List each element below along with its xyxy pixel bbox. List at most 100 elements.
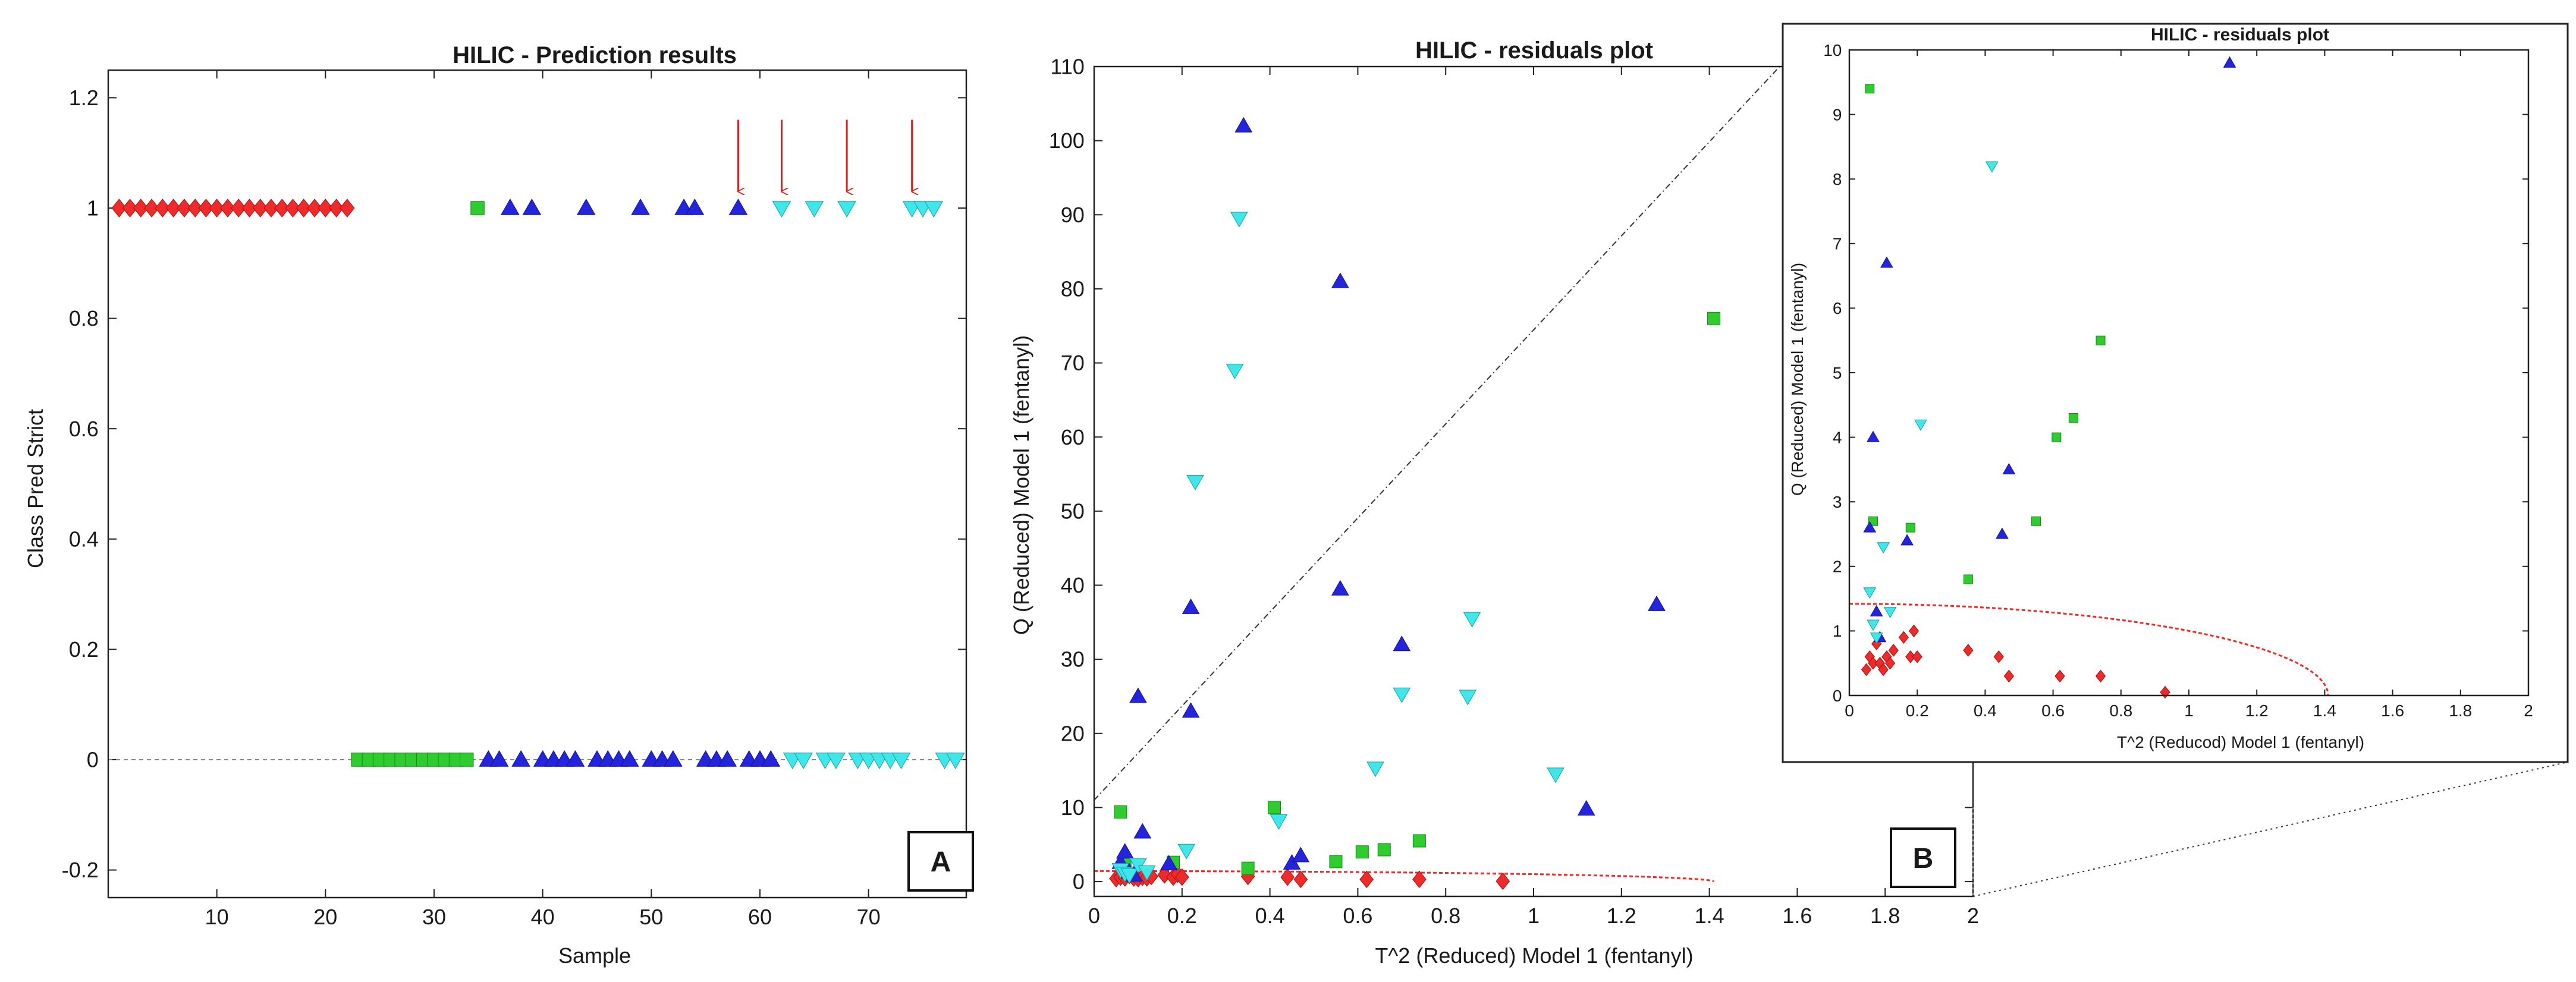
- data-point: [1993, 650, 2004, 663]
- data-point: [1267, 801, 1281, 814]
- x-tick-label: 60: [748, 905, 772, 929]
- panel-b-inset: HILIC - residuals plot 0 0.2 0.4 0.6 0.8 1 1.2…: [1782, 23, 2569, 763]
- panel-b-xlabel: T^2 (Reduced) Model 1 (fentanyl): [1375, 943, 1693, 968]
- data-point: [1883, 606, 1897, 618]
- y-tick-label: 0: [1833, 687, 1842, 705]
- data-point: [1292, 846, 1310, 863]
- x-tick-label: 0.8: [1431, 904, 1460, 928]
- x-tick-label: 2: [2524, 701, 2533, 720]
- data-point: [1393, 635, 1411, 651]
- data-point: [340, 199, 355, 218]
- data-point: [1888, 644, 1899, 657]
- x-tick-label: 1.4: [1695, 904, 1724, 928]
- data-point: [924, 201, 944, 218]
- panel-b-title: HILIC - residuals plot: [1415, 37, 1653, 64]
- data-point: [2052, 432, 2062, 442]
- data-point: [1174, 868, 1189, 886]
- x-tick-label: 40: [531, 905, 555, 929]
- y-tick-label: 8: [1833, 170, 1842, 188]
- data-point: [500, 198, 520, 215]
- x-tick-label: 1.8: [2449, 701, 2472, 720]
- x-tick-label: 1.6: [2381, 701, 2404, 720]
- y-tick-label: 0: [1073, 870, 1085, 894]
- x-tick-label: 0: [1845, 701, 1854, 720]
- data-point: [307, 199, 322, 218]
- data-point: [1116, 843, 1134, 859]
- y-tick-label: 0: [87, 748, 99, 772]
- data-point: [1177, 843, 1196, 860]
- y-tick-label: 5: [1833, 364, 1842, 382]
- data-point: [1905, 650, 1916, 663]
- panel-a-ylabel: Class Pred Strict: [23, 409, 48, 568]
- y-tick-label: 9: [1833, 105, 1842, 124]
- data-point: [2068, 413, 2078, 423]
- data-point: [2095, 669, 2106, 683]
- x-tick-label: 1.2: [2245, 701, 2269, 720]
- data-point: [1900, 534, 1914, 546]
- data-point: [794, 753, 813, 770]
- data-point: [1707, 311, 1720, 325]
- data-point: [1129, 687, 1147, 703]
- data-point: [1355, 845, 1369, 859]
- data-point: [1878, 663, 1889, 676]
- x-tick-label: 0.2: [1167, 904, 1197, 928]
- data-point: [1241, 861, 1255, 875]
- data-point: [891, 753, 911, 770]
- panel-a-xlabel: Sample: [558, 943, 631, 968]
- diagonal-reference-line: [1094, 66, 1780, 801]
- data-point: [620, 750, 639, 767]
- data-point: [837, 201, 856, 218]
- data-point: [1908, 624, 1920, 638]
- series-class-1: [111, 199, 355, 218]
- data-point: [1412, 870, 1427, 889]
- series-class-3: [479, 198, 781, 767]
- y-tick-label: 110: [1050, 55, 1084, 79]
- y-tick-label: 6: [1833, 299, 1842, 317]
- data-point: [198, 199, 214, 218]
- y-tick-label: 4: [1833, 428, 1842, 446]
- y-tick-label: 10: [1061, 795, 1085, 820]
- data-point: [1863, 521, 1877, 533]
- data-point: [318, 199, 333, 218]
- data-point: [1914, 419, 1927, 431]
- data-point: [1863, 587, 1877, 599]
- data-point: [1359, 870, 1374, 889]
- data-point: [220, 199, 235, 218]
- data-point: [231, 199, 246, 218]
- data-point: [576, 198, 596, 215]
- data-point: [241, 199, 257, 218]
- data-point: [177, 199, 192, 218]
- y-tick-label: 0.8: [69, 306, 99, 331]
- data-point: [1331, 272, 1349, 288]
- data-point: [1186, 475, 1204, 491]
- y-tick-label: 0.2: [69, 637, 99, 662]
- x-tick-label: 0.6: [2041, 701, 2065, 720]
- data-point: [253, 199, 268, 218]
- data-point: [285, 199, 301, 218]
- data-point: [1870, 632, 1883, 644]
- y-tick-label: 100: [1049, 128, 1085, 153]
- data-point: [111, 199, 127, 218]
- data-point: [1963, 574, 1973, 584]
- data-point: [1547, 767, 1565, 783]
- panel-a-label-box: [907, 831, 974, 892]
- plot-frame: [1848, 49, 2530, 697]
- y-tick-label: 3: [1833, 493, 1842, 511]
- data-point: [945, 753, 965, 770]
- x-tick-label: 1.4: [2313, 701, 2336, 720]
- data-point: [1459, 690, 1477, 706]
- x-tick-label: 50: [639, 905, 663, 929]
- data-point: [1114, 805, 1127, 819]
- data-point: [1496, 872, 1510, 890]
- data-point: [328, 199, 344, 218]
- data-point: [155, 199, 170, 218]
- inset-title: HILIC - residuals plot: [2151, 25, 2329, 45]
- x-tick-label: 10: [205, 905, 229, 929]
- y-tick-label: 1: [1833, 622, 1842, 640]
- data-point: [470, 201, 485, 215]
- panel-a-plot-area: 10 20 30 40 50 60 70 -0.2 0 0.2 0.4 0.6 0.8 1 1.2: [62, 69, 967, 929]
- x-tick-label: 1: [2184, 701, 2194, 720]
- inset-ylabel: Q (Reduced) Model 1 (fentanyl): [1788, 263, 1807, 496]
- data-point: [566, 750, 585, 767]
